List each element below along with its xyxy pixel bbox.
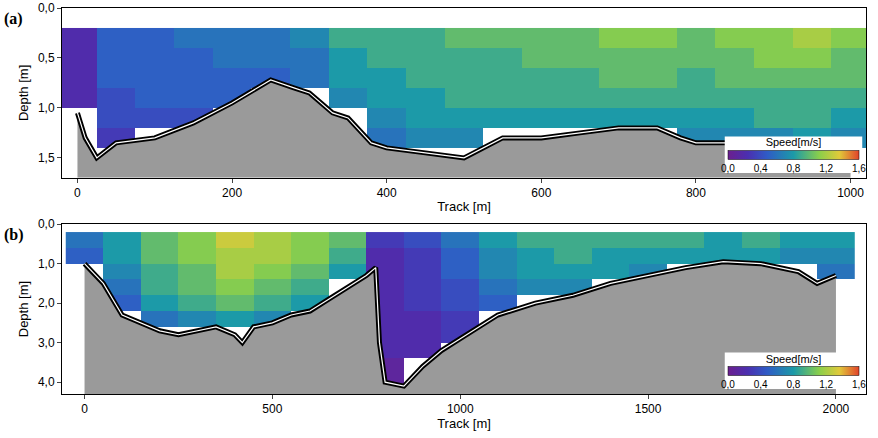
svg-text:Speed[m/s]: Speed[m/s] bbox=[766, 136, 822, 148]
svg-text:(b): (b) bbox=[4, 226, 24, 244]
svg-text:1,2: 1,2 bbox=[819, 163, 833, 174]
svg-text:1,0: 1,0 bbox=[38, 257, 55, 271]
svg-text:0,0: 0,0 bbox=[721, 163, 735, 174]
svg-text:200: 200 bbox=[222, 186, 242, 200]
svg-text:Depth [m]: Depth [m] bbox=[16, 65, 31, 121]
svg-text:1,5: 1,5 bbox=[38, 151, 55, 165]
svg-text:1,6: 1,6 bbox=[852, 163, 866, 174]
svg-text:0,0: 0,0 bbox=[38, 217, 55, 231]
svg-text:Speed[m/s]: Speed[m/s] bbox=[766, 353, 822, 365]
svg-text:1000: 1000 bbox=[837, 186, 864, 200]
svg-text:Track [m]: Track [m] bbox=[437, 199, 491, 214]
svg-text:500: 500 bbox=[262, 402, 282, 416]
svg-text:0: 0 bbox=[81, 402, 88, 416]
svg-text:1000: 1000 bbox=[447, 402, 474, 416]
svg-text:1500: 1500 bbox=[635, 402, 662, 416]
svg-text:1,2: 1,2 bbox=[819, 379, 833, 390]
svg-text:0,8: 0,8 bbox=[787, 163, 801, 174]
svg-text:0,5: 0,5 bbox=[38, 51, 55, 65]
svg-text:0: 0 bbox=[74, 186, 81, 200]
svg-text:0,8: 0,8 bbox=[787, 379, 801, 390]
svg-text:Depth [m]: Depth [m] bbox=[16, 281, 31, 337]
svg-text:600: 600 bbox=[531, 186, 551, 200]
svg-text:1,6: 1,6 bbox=[852, 379, 866, 390]
svg-text:0,0: 0,0 bbox=[38, 1, 55, 15]
svg-text:1,0: 1,0 bbox=[38, 101, 55, 115]
svg-text:3,0: 3,0 bbox=[38, 336, 55, 350]
svg-text:2,0: 2,0 bbox=[38, 296, 55, 310]
svg-text:800: 800 bbox=[686, 186, 706, 200]
svg-text:4,0: 4,0 bbox=[38, 375, 55, 389]
svg-text:Track [m]: Track [m] bbox=[437, 416, 491, 431]
svg-text:0,0: 0,0 bbox=[721, 379, 735, 390]
svg-text:0,4: 0,4 bbox=[754, 379, 768, 390]
svg-text:(a): (a) bbox=[4, 10, 23, 28]
svg-text:2000: 2000 bbox=[823, 402, 850, 416]
svg-text:400: 400 bbox=[377, 186, 397, 200]
svg-text:0,4: 0,4 bbox=[754, 163, 768, 174]
